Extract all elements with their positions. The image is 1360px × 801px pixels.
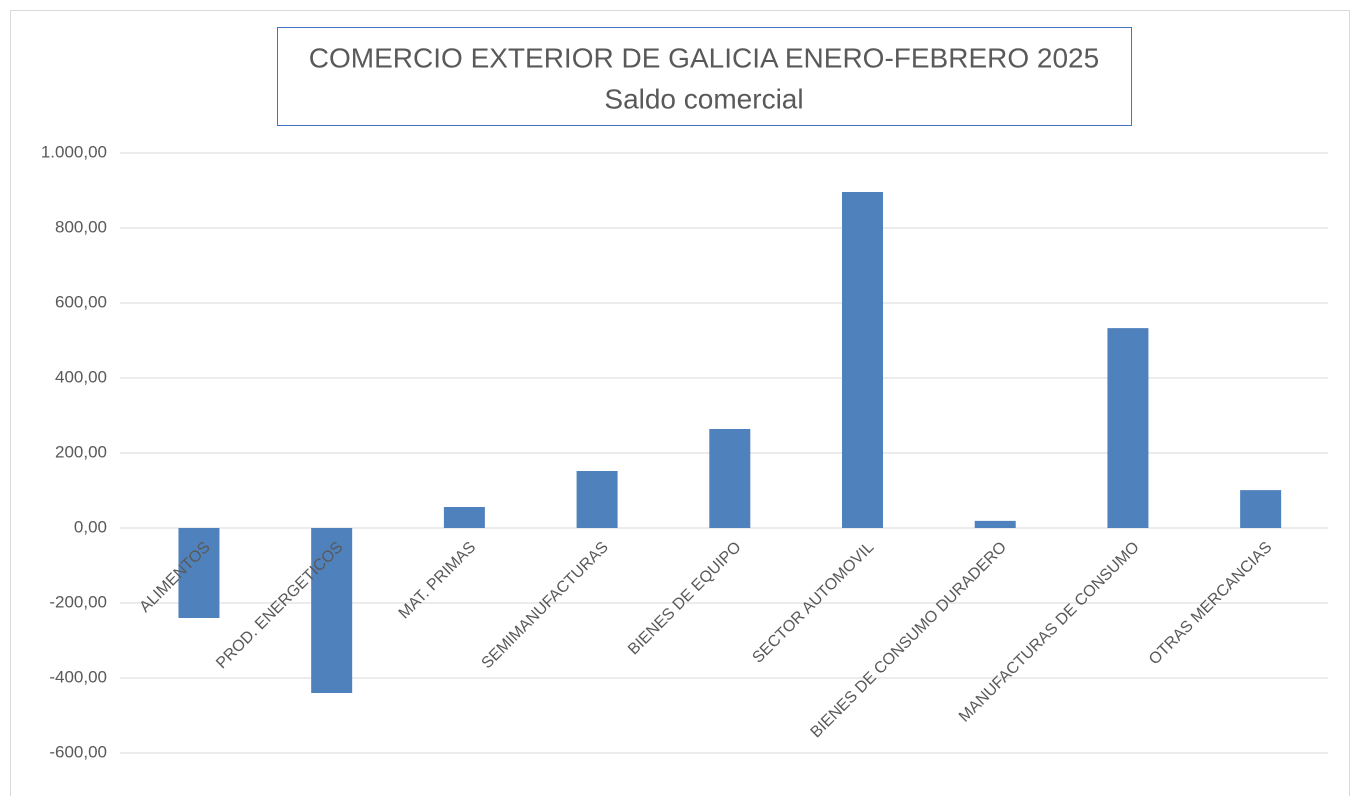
bar — [842, 192, 884, 528]
chart-title: COMERCIO EXTERIOR DE GALICIA ENERO-FEBRE… — [309, 42, 1099, 73]
bar — [311, 528, 353, 693]
bar — [576, 471, 618, 528]
y-tick-label: 200,00 — [55, 442, 107, 461]
y-tick-label: -400,00 — [49, 667, 107, 686]
y-tick-label: 400,00 — [55, 367, 107, 386]
chart-subtitle: Saldo comercial — [604, 83, 803, 114]
bar — [178, 528, 220, 618]
y-tick-label: 800,00 — [55, 217, 107, 236]
bars — [178, 192, 1282, 693]
bar — [1240, 490, 1282, 528]
bar — [709, 429, 751, 528]
y-tick-label: 600,00 — [55, 292, 107, 311]
y-tick-label: 1.000,00 — [41, 142, 107, 161]
y-tick-label: 0,00 — [74, 517, 107, 536]
title-box — [277, 27, 1132, 126]
bar — [443, 507, 485, 528]
y-tick-label: -600,00 — [49, 742, 107, 761]
y-tick-label: -200,00 — [49, 592, 107, 611]
bar — [974, 520, 1016, 528]
bar — [1107, 328, 1149, 528]
